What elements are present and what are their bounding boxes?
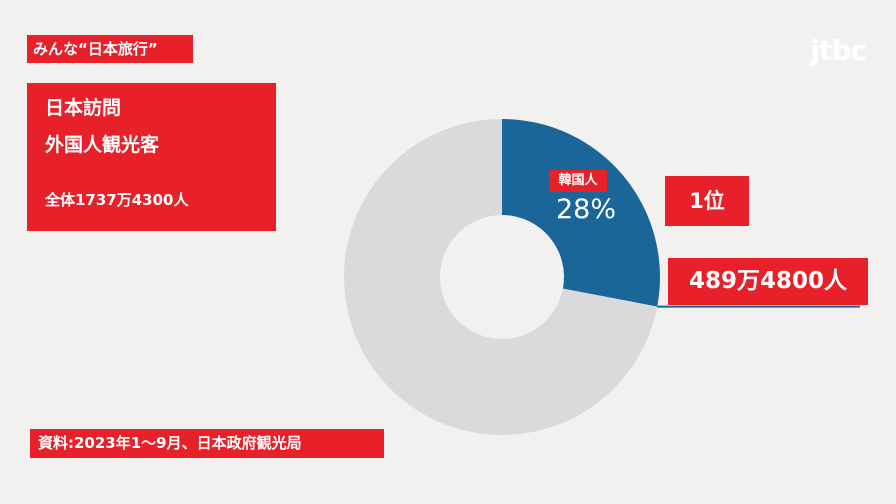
logo: jtbc xyxy=(810,34,867,67)
source: 資料:2023年1～9月、日本政府観光局 xyxy=(30,429,384,458)
total: 全体1737万4300人 xyxy=(45,191,189,209)
title: 日本訪問 xyxy=(45,97,122,119)
value-label: 28% xyxy=(556,194,617,225)
title-panel: 日本訪問 外国人観光客 全体1737万4300人 xyxy=(27,83,276,231)
header-tag: みんな“日本旅行” xyxy=(27,35,193,63)
subtitle: 外国人観光客 xyxy=(45,134,160,156)
donut-segment xyxy=(343,119,658,435)
count: 489万4800人 xyxy=(668,258,868,305)
donut-segment xyxy=(502,119,661,307)
rank: 1位 xyxy=(665,176,749,226)
category-label: 韓国人 xyxy=(549,170,607,192)
